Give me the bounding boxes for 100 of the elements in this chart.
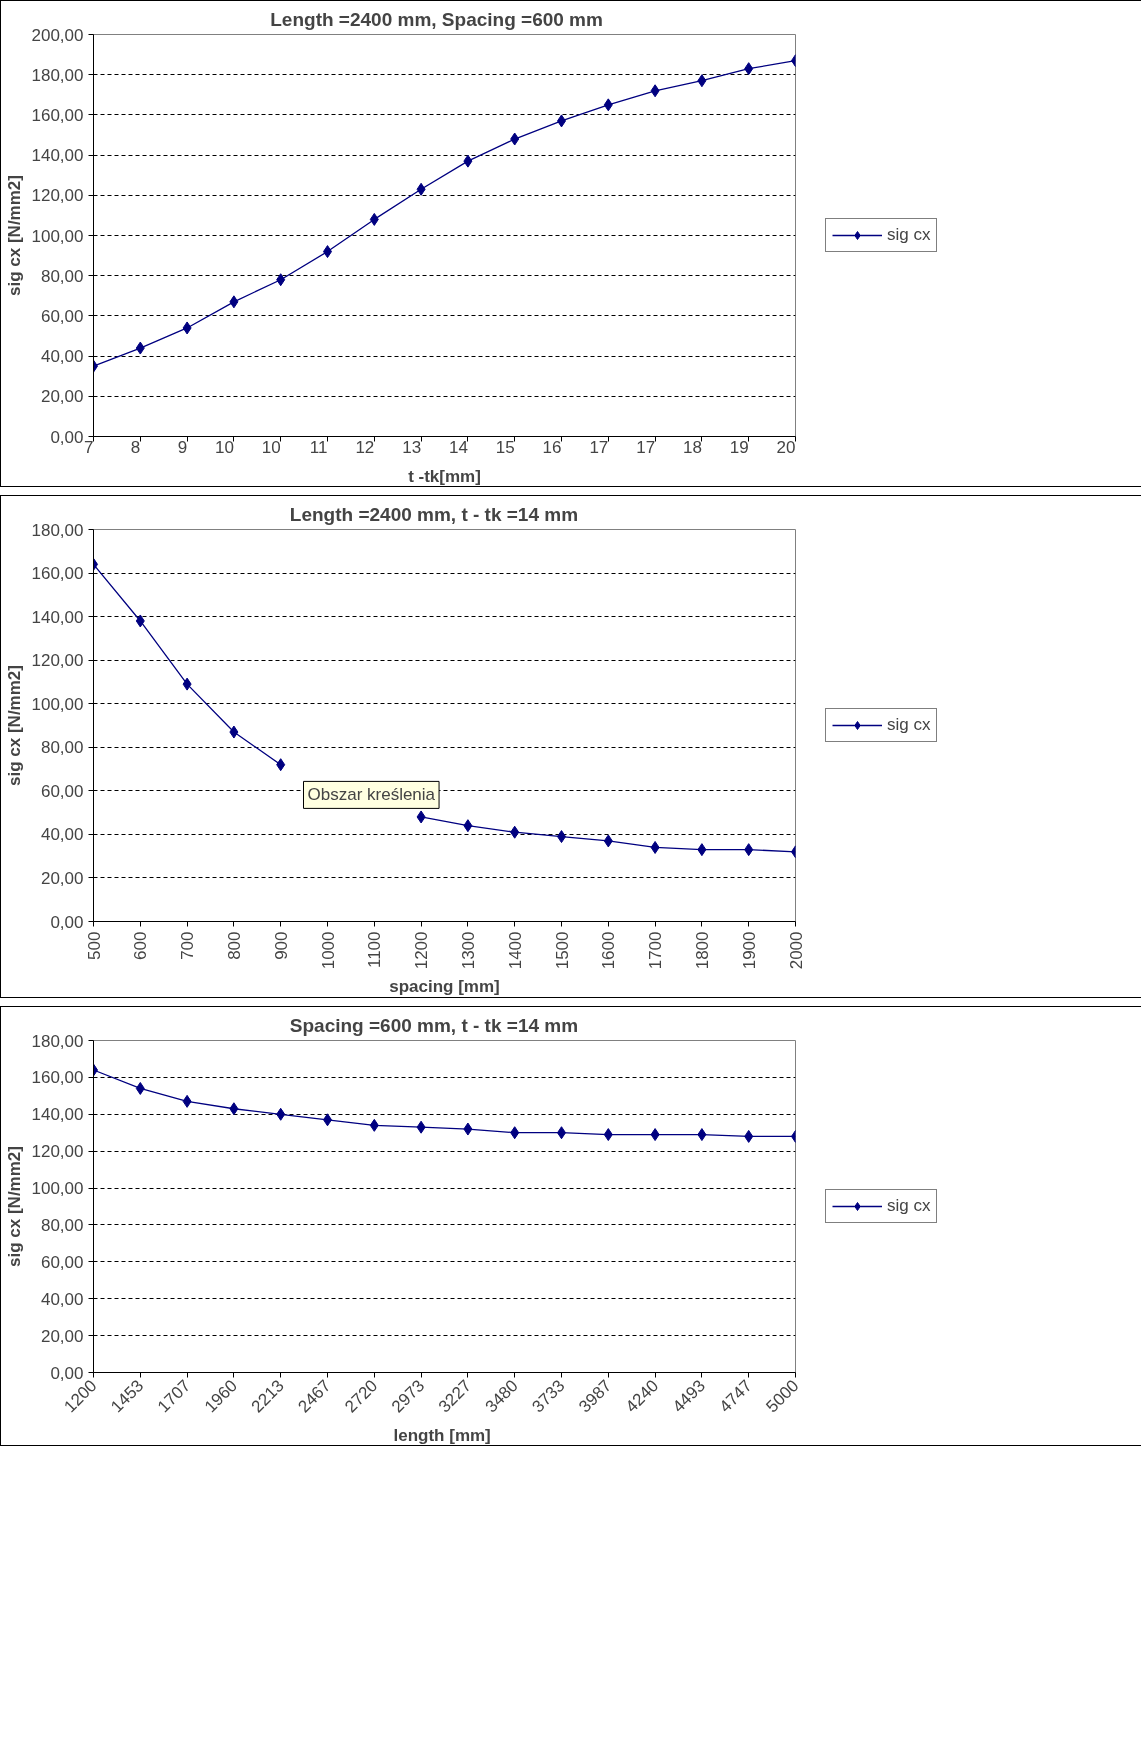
y-tick-label: 80,00	[40, 1215, 84, 1235]
y-tick-label: 0,00	[50, 1363, 84, 1383]
point	[276, 1107, 286, 1121]
point	[510, 825, 520, 839]
y-tick-label: 40,00	[40, 825, 84, 845]
x-tick-label: 8	[130, 437, 141, 457]
legend-label: sig cx	[887, 225, 931, 245]
y-tick-label: 20,00	[40, 1326, 84, 1346]
point	[229, 295, 239, 309]
y-tick-label: 100,00	[31, 226, 84, 246]
x-tick-label: 1900	[739, 931, 759, 970]
point	[650, 1128, 660, 1142]
point	[369, 212, 379, 226]
y-tick-label: 140,00	[31, 146, 84, 166]
x-tick-label: 1300	[458, 931, 478, 970]
y-tick-label: 60,00	[40, 1252, 84, 1272]
point	[603, 834, 613, 848]
point	[697, 1128, 707, 1142]
point	[135, 1081, 145, 1095]
x-tick-label: 9	[177, 437, 188, 457]
y-tick-label: 120,00	[31, 1142, 84, 1162]
point	[603, 98, 613, 112]
x-tick-label: 1500	[552, 931, 572, 970]
chart-title: Spacing =600 mm, t - tk =14 mm	[289, 1014, 579, 1036]
point	[510, 1126, 520, 1140]
x-tick-label: 1400	[505, 931, 525, 970]
point	[463, 1122, 473, 1136]
y-tick-label: 40,00	[40, 1289, 84, 1309]
x-axis-title: spacing [mm]	[389, 977, 500, 997]
x-tick-label: 19	[729, 437, 749, 457]
y-tick-label: 80,00	[40, 266, 84, 286]
x-tick-label: 1100	[365, 931, 385, 969]
x-tick-label: 11	[309, 437, 328, 457]
x-tick-label: 900	[271, 931, 291, 960]
y-tick-label: 80,00	[40, 738, 84, 758]
x-tick-label: 500	[84, 931, 104, 960]
annotation: Obszar kreślenia	[307, 785, 436, 805]
y-tick-label: 20,00	[40, 868, 84, 888]
point	[135, 614, 145, 628]
x-tick-label: 2000	[786, 931, 806, 970]
x-tick-label: 600	[131, 931, 151, 960]
point	[463, 154, 473, 168]
x-tick-label: 14	[448, 437, 468, 457]
point	[135, 341, 145, 355]
y-axis-title: sig cx [N/mm2]	[4, 175, 24, 296]
x-tick-label: 16	[542, 437, 562, 457]
x-tick-label: 10	[214, 437, 234, 457]
point	[697, 74, 707, 88]
point	[650, 84, 660, 98]
point	[182, 677, 192, 691]
x-tick-label: 700	[178, 931, 198, 960]
y-tick-label: 180,00	[31, 65, 84, 85]
point	[416, 182, 426, 196]
y-tick-label: 160,00	[31, 564, 84, 584]
point	[229, 725, 239, 739]
x-tick-label: 1000	[318, 931, 338, 970]
x-tick-label: 12	[355, 437, 375, 457]
x-tick-label: 800	[224, 931, 244, 960]
point	[744, 1129, 754, 1143]
y-tick-label: 120,00	[31, 651, 84, 671]
x-tick-label: 10	[261, 437, 281, 457]
chart-title: Length =2400 mm, Spacing =600 mm	[270, 8, 603, 30]
point	[416, 810, 426, 824]
x-tick-label: 1700	[646, 931, 666, 970]
y-tick-label: 140,00	[31, 1105, 84, 1125]
y-tick-label: 140,00	[31, 607, 84, 627]
x-tick-label: 13	[402, 437, 422, 457]
legend-label: sig cx	[887, 715, 931, 735]
y-tick-label: 120,00	[31, 186, 84, 206]
y-tick-label: 20,00	[40, 387, 84, 407]
y-tick-label: 0,00	[50, 427, 84, 447]
chart-title: Length =2400 mm, t - tk =14 mm	[289, 503, 579, 525]
y-tick-label: 60,00	[40, 781, 84, 801]
y-axis-title: sig cx [N/mm2]	[4, 1146, 24, 1267]
x-tick-label: 1200	[412, 931, 432, 970]
x-axis-title: t -tk[mm]	[408, 466, 481, 486]
x-tick-label: 7	[84, 437, 94, 457]
y-tick-label: 160,00	[31, 1068, 84, 1088]
point	[182, 321, 192, 335]
point	[744, 843, 754, 857]
point	[603, 1128, 613, 1142]
point	[510, 132, 520, 146]
point	[463, 819, 473, 833]
y-tick-label: 60,00	[40, 306, 84, 326]
point	[369, 1118, 379, 1132]
y-tick-label: 0,00	[50, 912, 84, 932]
x-axis-title: length [mm]	[393, 1425, 491, 1445]
y-tick-label: 180,00	[31, 1031, 84, 1051]
x-tick-label: 1800	[692, 931, 712, 970]
legend-label: sig cx	[887, 1196, 931, 1216]
x-tick-label: 17	[589, 437, 609, 457]
point	[650, 840, 660, 854]
x-tick-label: 1600	[599, 931, 619, 970]
y-tick-label: 180,00	[31, 520, 84, 540]
point	[276, 758, 286, 772]
point	[744, 62, 754, 76]
point	[182, 1094, 192, 1108]
point	[276, 273, 286, 287]
point	[229, 1102, 239, 1116]
y-tick-label: 100,00	[31, 694, 84, 714]
